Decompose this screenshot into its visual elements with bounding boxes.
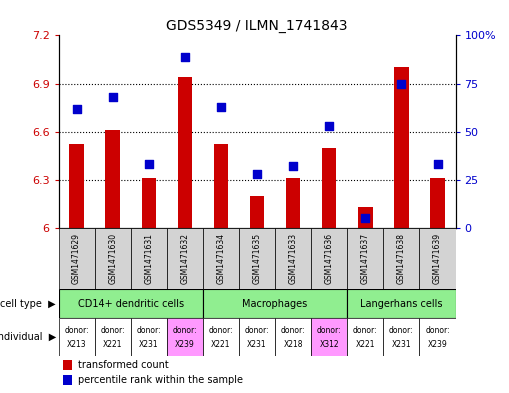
Bar [131,318,167,356]
Text: donor:: donor: [245,326,269,335]
Text: X239: X239 [175,340,195,349]
Point [398,80,406,86]
Text: X231: X231 [247,340,267,349]
Bar [69,145,84,228]
Bar [167,228,203,289]
Bar [383,228,419,289]
Text: donor:: donor: [209,326,233,335]
Text: X221: X221 [103,340,123,349]
Text: GSM1471629: GSM1471629 [72,233,81,284]
Bar [59,318,95,356]
Bar [131,228,167,289]
Point [325,123,333,129]
Bar [275,318,311,356]
Bar [286,178,300,228]
Bar [63,360,72,370]
Bar [203,289,347,318]
Bar [239,228,275,289]
Bar [419,318,456,356]
Text: Langerhans cells: Langerhans cells [360,299,443,309]
Bar [358,207,373,228]
Text: GSM1471632: GSM1471632 [180,233,189,284]
Text: GSM1471633: GSM1471633 [289,233,298,284]
Bar [322,148,336,228]
Text: X218: X218 [284,340,303,349]
Text: transformed count: transformed count [78,360,169,370]
Point [72,105,80,112]
Text: GSM1471637: GSM1471637 [361,233,370,284]
Point [289,163,297,169]
Text: GSM1471638: GSM1471638 [397,233,406,284]
Bar [63,375,72,385]
Text: donor:: donor: [136,326,161,335]
Bar [214,145,228,228]
Text: X231: X231 [139,340,159,349]
Bar [275,228,311,289]
Text: donor:: donor: [64,326,89,335]
Bar [347,228,383,289]
Text: percentile rank within the sample: percentile rank within the sample [78,375,243,386]
Point [108,94,117,100]
Title: GDS5349 / ILMN_1741843: GDS5349 / ILMN_1741843 [166,19,348,33]
Text: donor:: donor: [100,326,125,335]
Point [253,171,261,177]
Text: donor:: donor: [281,326,305,335]
Bar [347,289,456,318]
Text: X221: X221 [211,340,231,349]
Text: Macrophages: Macrophages [242,299,308,309]
Point [145,161,153,167]
Text: GSM1471630: GSM1471630 [108,233,117,284]
Point [434,161,442,167]
Text: donor:: donor: [353,326,378,335]
Bar [394,68,409,228]
Bar [95,228,131,289]
Text: X312: X312 [320,340,339,349]
Text: cell type  ▶: cell type ▶ [1,299,56,309]
Bar [250,196,264,228]
Text: donor:: donor: [317,326,342,335]
Text: X213: X213 [67,340,87,349]
Point [181,53,189,60]
Text: individual  ▶: individual ▶ [0,332,56,342]
Bar [105,130,120,228]
Point [361,215,370,221]
Bar [311,228,347,289]
Bar [383,318,419,356]
Bar [59,228,95,289]
Text: X221: X221 [356,340,375,349]
Bar [59,289,203,318]
Text: GSM1471636: GSM1471636 [325,233,334,284]
Text: GSM1471631: GSM1471631 [144,233,153,284]
Bar [203,228,239,289]
Bar [95,318,131,356]
Bar [419,228,456,289]
Text: CD14+ dendritic cells: CD14+ dendritic cells [78,299,184,309]
Bar [430,178,445,228]
Bar [142,178,156,228]
Text: GSM1471634: GSM1471634 [216,233,225,284]
Bar [203,318,239,356]
Bar [347,318,383,356]
Text: X231: X231 [391,340,411,349]
Bar [311,318,347,356]
Bar [239,318,275,356]
Bar [178,77,192,228]
Text: X239: X239 [428,340,447,349]
Text: donor:: donor: [425,326,450,335]
Text: GSM1471635: GSM1471635 [252,233,262,284]
Bar [167,318,203,356]
Text: donor:: donor: [173,326,197,335]
Point [217,103,225,110]
Text: donor:: donor: [389,326,414,335]
Text: GSM1471639: GSM1471639 [433,233,442,284]
